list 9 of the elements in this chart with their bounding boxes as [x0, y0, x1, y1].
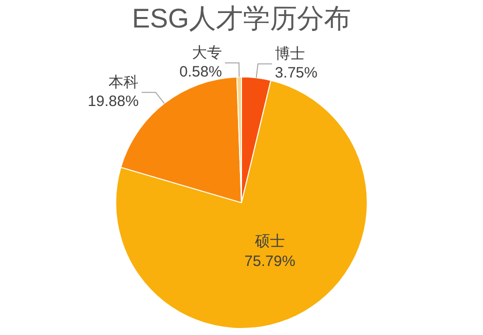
slice-label: 硕士	[254, 232, 285, 250]
slice-label: 大专	[192, 44, 222, 62]
data-label: 3.75%	[274, 64, 318, 82]
data-label: 19.88%	[88, 92, 139, 110]
data-label: 0.58%	[179, 64, 222, 81]
slice-label: 博士	[274, 46, 305, 63]
data-label: 75.79%	[244, 252, 296, 270]
chart-title: ESG人才学历分布	[132, 4, 352, 34]
slice-label: 本科	[108, 74, 139, 91]
